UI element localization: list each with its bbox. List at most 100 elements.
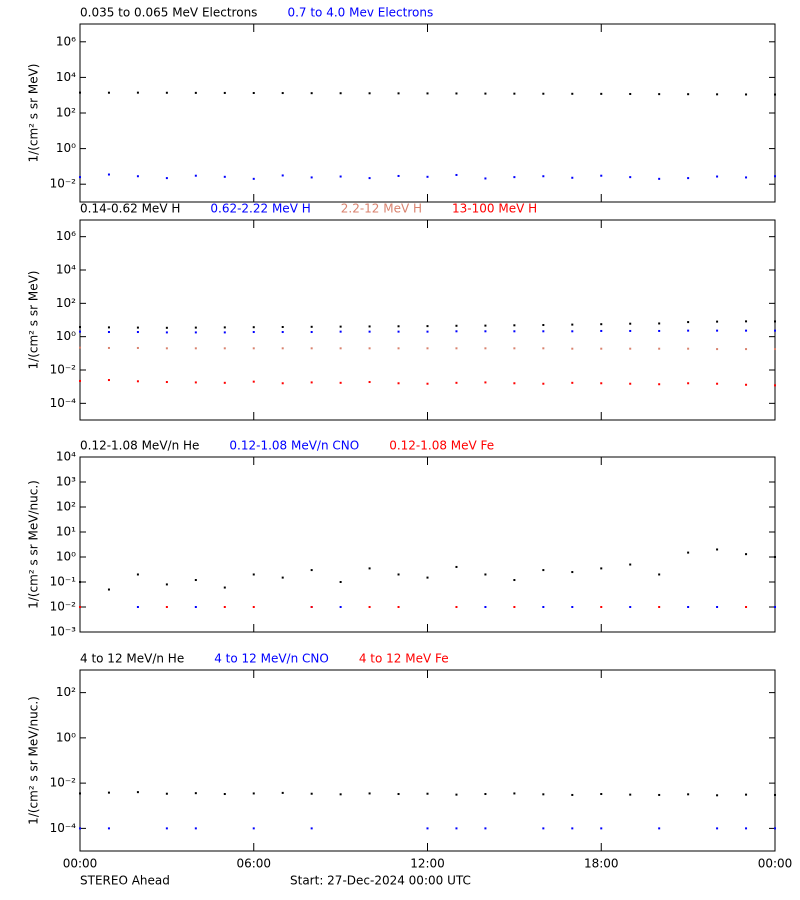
data-point [310,92,313,95]
data-point [426,792,429,795]
y-axis-label: 1/(cm² s sr MeV/nuc.) [27,696,41,825]
data-point [426,175,429,178]
data-point [687,321,690,324]
data-point [397,793,400,796]
data-point [136,331,139,334]
data-point [484,381,487,384]
data-point [629,92,632,95]
data-point [310,347,313,350]
data-point [455,324,458,327]
data-point [107,91,110,94]
data-point [223,381,226,384]
y-tick-label: 10² [56,106,76,120]
data-point [774,384,776,387]
data-point [455,565,458,568]
data-point [600,382,603,385]
data-point [194,326,197,329]
legend-entry: 0.7 to 4.0 Mev Electrons [287,6,433,20]
data-point [252,380,255,383]
data-point [542,827,545,830]
data-point [339,381,342,384]
data-point [194,331,197,334]
data-point [513,347,516,350]
data-point [745,93,748,96]
y-tick-label: 10⁰ [56,730,76,744]
legend-entry: 0.12-1.08 MeV/n He [80,439,199,453]
y-tick-label: 10³ [56,475,76,489]
data-point [397,347,400,350]
data-point [136,91,139,94]
data-point [542,347,545,350]
data-point [339,793,342,796]
data-point [165,331,168,334]
y-tick-label: 10⁻¹ [50,575,77,589]
data-point [107,379,110,382]
legend-entry: 0.14-0.62 MeV H [80,202,180,216]
data-point [658,347,661,350]
data-point [252,177,255,180]
data-point [745,348,748,351]
y-tick-label: 10² [56,296,76,310]
data-point [252,573,255,576]
data-point [716,93,719,96]
y-tick-label: 10⁻² [50,177,77,191]
data-point [107,827,110,830]
data-point [774,93,776,96]
data-point [281,791,284,794]
data-point [571,347,574,350]
data-point [368,606,371,608]
data-point [79,606,81,608]
data-point [136,791,139,794]
data-point [513,792,516,795]
data-point [368,325,371,328]
data-point [79,792,81,795]
data-point [600,347,603,350]
data-point [165,177,168,180]
data-point [281,326,284,329]
data-point [281,347,284,350]
data-point [658,606,661,608]
data-point [774,329,776,332]
data-point [79,346,81,349]
data-point [136,326,139,329]
data-point [571,176,574,179]
data-point [397,174,400,177]
data-point [687,93,690,96]
legend-entry: 4 to 12 MeV/n CNO [214,652,329,666]
data-point [194,827,197,830]
data-point [484,324,487,327]
data-point [252,606,255,608]
y-tick-label: 10⁴ [56,450,76,464]
data-point [136,380,139,383]
x-tick-label: 06:00 [236,857,271,871]
y-tick-label: 10⁻³ [50,625,77,639]
data-point [484,793,487,796]
data-point [687,551,690,554]
data-point [687,329,690,332]
data-point [484,330,487,333]
data-point [745,827,748,830]
data-point [426,576,429,579]
legend-entry: 0.62-2.22 MeV H [210,202,310,216]
data-point [629,382,632,385]
y-tick-label: 10⁻² [50,776,77,790]
y-tick-label: 10¹ [56,525,76,539]
data-point [629,176,632,179]
data-point [513,330,516,333]
data-point [339,92,342,95]
data-point [107,346,110,349]
data-point [281,331,284,334]
data-point [310,325,313,328]
data-point [745,320,748,323]
data-point [629,793,632,796]
data-point [658,322,661,325]
data-point [368,177,371,180]
data-point [223,175,226,178]
data-point [368,381,371,384]
data-point [687,606,690,608]
y-tick-label: 10⁻⁴ [50,396,77,410]
data-point [455,381,458,384]
data-point [745,793,748,796]
data-point [455,92,458,95]
